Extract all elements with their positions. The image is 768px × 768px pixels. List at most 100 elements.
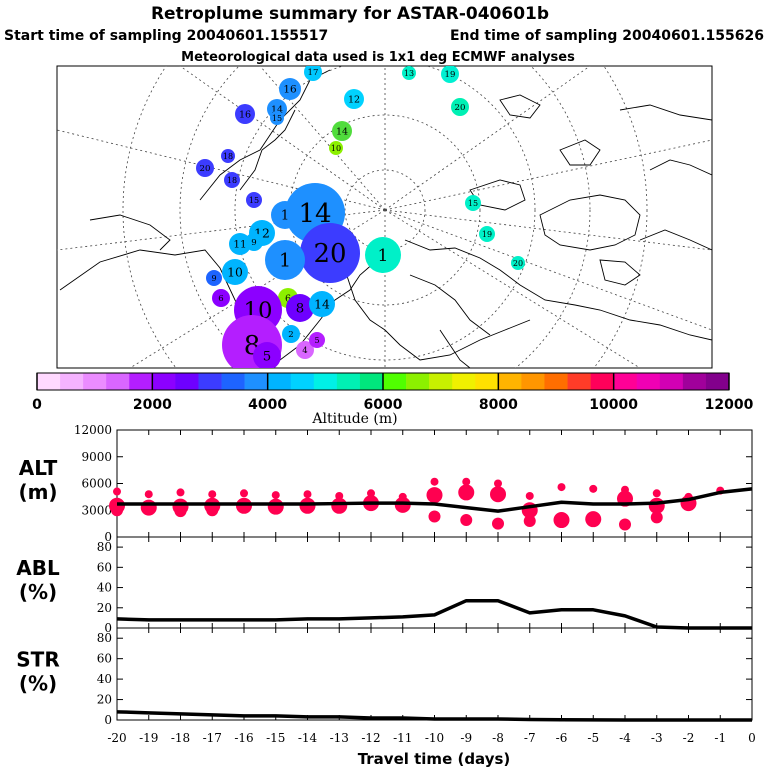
plume-cluster-marker: 9 bbox=[245, 233, 263, 251]
series-line-str bbox=[116, 710, 752, 722]
cluster-circle bbox=[296, 341, 314, 359]
cluster-circle bbox=[222, 259, 248, 285]
colorbar-cell bbox=[383, 373, 407, 390]
plume-cluster-marker: 16 bbox=[235, 104, 255, 124]
cluster-label: 8 bbox=[296, 302, 304, 317]
cluster-circle bbox=[235, 104, 255, 124]
cluster-label: 20 bbox=[313, 239, 346, 269]
cluster-circle bbox=[365, 237, 401, 273]
plume-cluster-marker: 14 bbox=[332, 121, 352, 141]
figure-title: Retroplume summary for ASTAR-040601b bbox=[151, 4, 549, 24]
cluster-altitude-point bbox=[111, 504, 123, 517]
x-tick-label: -7 bbox=[524, 731, 536, 745]
end-time-label: End time of sampling 20040601.155626 bbox=[450, 28, 764, 44]
colorbar-cell bbox=[175, 373, 199, 390]
cluster-label: 17 bbox=[308, 68, 319, 78]
x-tick-label: -13 bbox=[330, 731, 349, 745]
cluster-altitude-point bbox=[113, 487, 121, 496]
series-line-alt bbox=[117, 487, 753, 513]
x-axis-label: Travel time (days) bbox=[358, 750, 511, 768]
plume-cluster-marker: 9 bbox=[206, 270, 222, 286]
cluster-altitude-point bbox=[650, 511, 663, 524]
colorbar-cell bbox=[567, 373, 591, 390]
cluster-altitude-point bbox=[144, 490, 153, 499]
cluster-label: 15 bbox=[468, 199, 478, 208]
cluster-label: 19 bbox=[482, 230, 492, 239]
panel-str: 0 20 40 60 80 STR(%) bbox=[16, 627, 753, 727]
cluster-circle bbox=[229, 233, 251, 255]
colorbar-cell bbox=[198, 373, 222, 390]
cluster-circle bbox=[286, 294, 314, 322]
cluster-circle bbox=[246, 192, 262, 208]
y-tick-label: 0 bbox=[104, 713, 112, 727]
plume-cluster-marker: 17 bbox=[304, 66, 322, 81]
cluster-label: 11 bbox=[233, 239, 246, 251]
colorbar-cell bbox=[152, 373, 176, 390]
cluster-altitude-point bbox=[553, 512, 570, 529]
cluster-altitude-point bbox=[335, 491, 344, 500]
cluster-altitude-point bbox=[430, 477, 439, 486]
cluster-altitude-point bbox=[303, 490, 312, 499]
plume-cluster-marker: 12 bbox=[344, 89, 364, 109]
y-tick-label: 12000 bbox=[74, 423, 112, 437]
x-tick-label: -14 bbox=[298, 731, 318, 745]
cluster-altitude-point bbox=[492, 517, 504, 530]
cluster-label: 15 bbox=[249, 196, 259, 205]
cluster-altitude-point bbox=[525, 491, 534, 500]
cluster-label: 4 bbox=[302, 346, 308, 356]
colorbar-cell bbox=[106, 373, 130, 390]
x-tick-label: -16 bbox=[234, 731, 253, 745]
panel-alt: 0 3000 6000 9000 12000 ALT(m) bbox=[18, 423, 753, 544]
plume-cluster-marker: 10 bbox=[329, 141, 343, 155]
series-line-abl bbox=[116, 598, 752, 630]
cluster-label: 13 bbox=[404, 69, 414, 78]
plume-cluster-marker: 10 bbox=[222, 259, 248, 285]
plume-cluster-marker: 4 bbox=[296, 341, 314, 359]
cluster-label: 14 bbox=[336, 126, 348, 137]
cluster-circle bbox=[329, 141, 343, 155]
plume-cluster-marker: 6 bbox=[212, 289, 230, 307]
cluster-circle bbox=[300, 223, 360, 283]
plume-cluster-marker: 1 bbox=[365, 237, 401, 273]
colorbar-label: Altitude (m) bbox=[311, 411, 397, 427]
y-tick-label: 80 bbox=[97, 631, 112, 645]
colorbar-cell bbox=[129, 373, 153, 390]
y-tick-label: 60 bbox=[97, 652, 112, 666]
x-tick-label: -3 bbox=[651, 731, 663, 745]
time-series-panels: 030006000900012000ALT(m)020406080ABL(%)0… bbox=[16, 423, 756, 745]
cluster-circle bbox=[511, 256, 525, 270]
plume-cluster-marker: 5 bbox=[309, 332, 325, 348]
x-tick-label: -8 bbox=[492, 731, 504, 745]
colorbar-tick-label: 12000 bbox=[705, 397, 754, 413]
colorbar-cell bbox=[83, 373, 107, 390]
panel-frame bbox=[116, 627, 753, 721]
plume-cluster-marker: 14 bbox=[309, 291, 335, 317]
plume-cluster-marker: 13 bbox=[402, 66, 416, 80]
cluster-label: 6 bbox=[218, 294, 223, 304]
y-tick-label: 3000 bbox=[81, 503, 112, 517]
cluster-altitude-point bbox=[140, 499, 157, 516]
cluster-label: 1 bbox=[281, 209, 289, 224]
x-tick-label: -9 bbox=[460, 731, 472, 745]
y-tick-label: 60 bbox=[97, 560, 112, 574]
cluster-altitude-point bbox=[557, 483, 566, 492]
panel-label: ABL bbox=[16, 556, 60, 580]
plume-cluster-marker: 2 bbox=[282, 325, 300, 343]
cluster-label: 16 bbox=[283, 84, 296, 96]
colorbar-cell bbox=[60, 373, 84, 390]
colorbar-cell bbox=[590, 373, 614, 390]
cluster-label: 9 bbox=[211, 274, 216, 283]
cluster-circle bbox=[270, 111, 284, 125]
colorbar-tick-label: 4000 bbox=[248, 397, 287, 413]
plume-cluster-marker: 15 bbox=[465, 195, 481, 211]
cluster-label: 20 bbox=[200, 164, 211, 174]
x-tick-label: -1 bbox=[714, 731, 726, 745]
x-tick-label: 0 bbox=[748, 731, 756, 745]
plume-cluster-marker: 20 bbox=[451, 98, 469, 116]
colorbar-cell bbox=[429, 373, 453, 390]
cluster-circle bbox=[402, 66, 416, 80]
panel-label: STR bbox=[16, 648, 59, 672]
cluster-circle bbox=[271, 201, 299, 229]
